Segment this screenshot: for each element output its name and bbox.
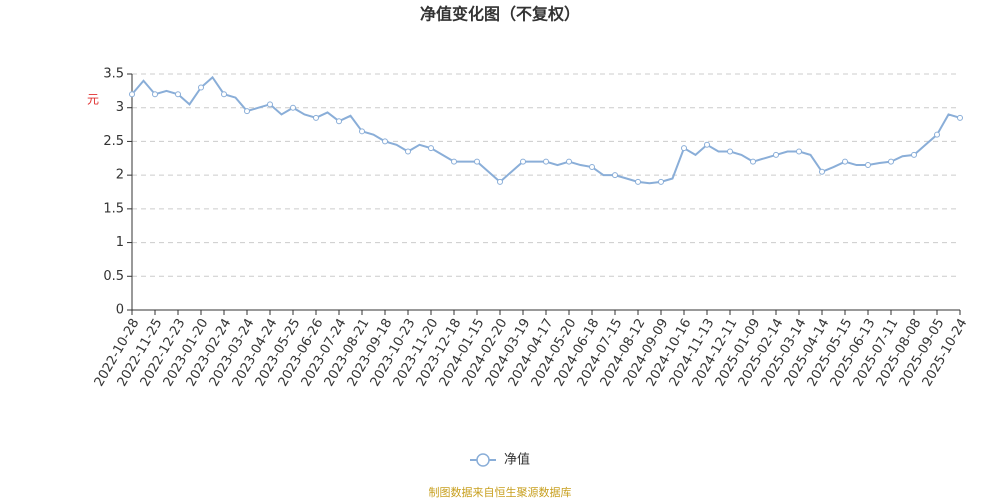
- point: [796, 148, 802, 155]
- point: [773, 151, 779, 158]
- y-tick-label: 3.5: [103, 67, 124, 82]
- legend-label: 净值: [504, 452, 530, 468]
- y-tick-label: 0.5: [103, 269, 124, 284]
- point: [313, 114, 319, 121]
- point: [221, 91, 227, 98]
- point: [819, 168, 825, 175]
- y-tick-label: 2: [116, 168, 124, 183]
- point: [474, 158, 480, 165]
- point: [612, 172, 618, 179]
- y-tick-label: 1: [116, 235, 124, 250]
- y-tick-label: 0: [116, 303, 124, 318]
- point: [957, 114, 963, 121]
- point: [658, 178, 664, 185]
- y-tick-label: 3: [116, 100, 124, 115]
- point: [405, 148, 411, 155]
- point: [244, 108, 250, 115]
- point: [198, 84, 204, 91]
- point: [681, 145, 687, 152]
- chart-title: 净值变化图（不复权）: [420, 5, 580, 24]
- point: [704, 141, 710, 148]
- point: [152, 91, 158, 98]
- point: [497, 178, 503, 185]
- point: [175, 91, 181, 98]
- point: [267, 101, 273, 108]
- y-tick-label: 2.5: [103, 134, 124, 149]
- point: [888, 158, 894, 165]
- legend-marker: [476, 453, 490, 467]
- point: [934, 131, 940, 138]
- y-tick-label: 1.5: [103, 201, 124, 216]
- point: [865, 162, 871, 169]
- point: [750, 158, 756, 165]
- point: [635, 178, 641, 185]
- point: [359, 128, 365, 135]
- line: [131, 75, 961, 185]
- point: [543, 158, 549, 165]
- point: [451, 158, 457, 165]
- y-axis-label: 元: [87, 93, 99, 107]
- point: [129, 91, 135, 98]
- point: [589, 164, 595, 171]
- point: [566, 158, 572, 165]
- point: [290, 104, 296, 111]
- point: [428, 145, 434, 152]
- point: [842, 158, 848, 165]
- source: 制图数据来自恒生聚源数据库: [429, 485, 572, 499]
- point: [911, 151, 917, 158]
- point: [336, 118, 342, 125]
- point: [382, 138, 388, 145]
- point: [727, 148, 733, 155]
- point: [520, 158, 526, 165]
